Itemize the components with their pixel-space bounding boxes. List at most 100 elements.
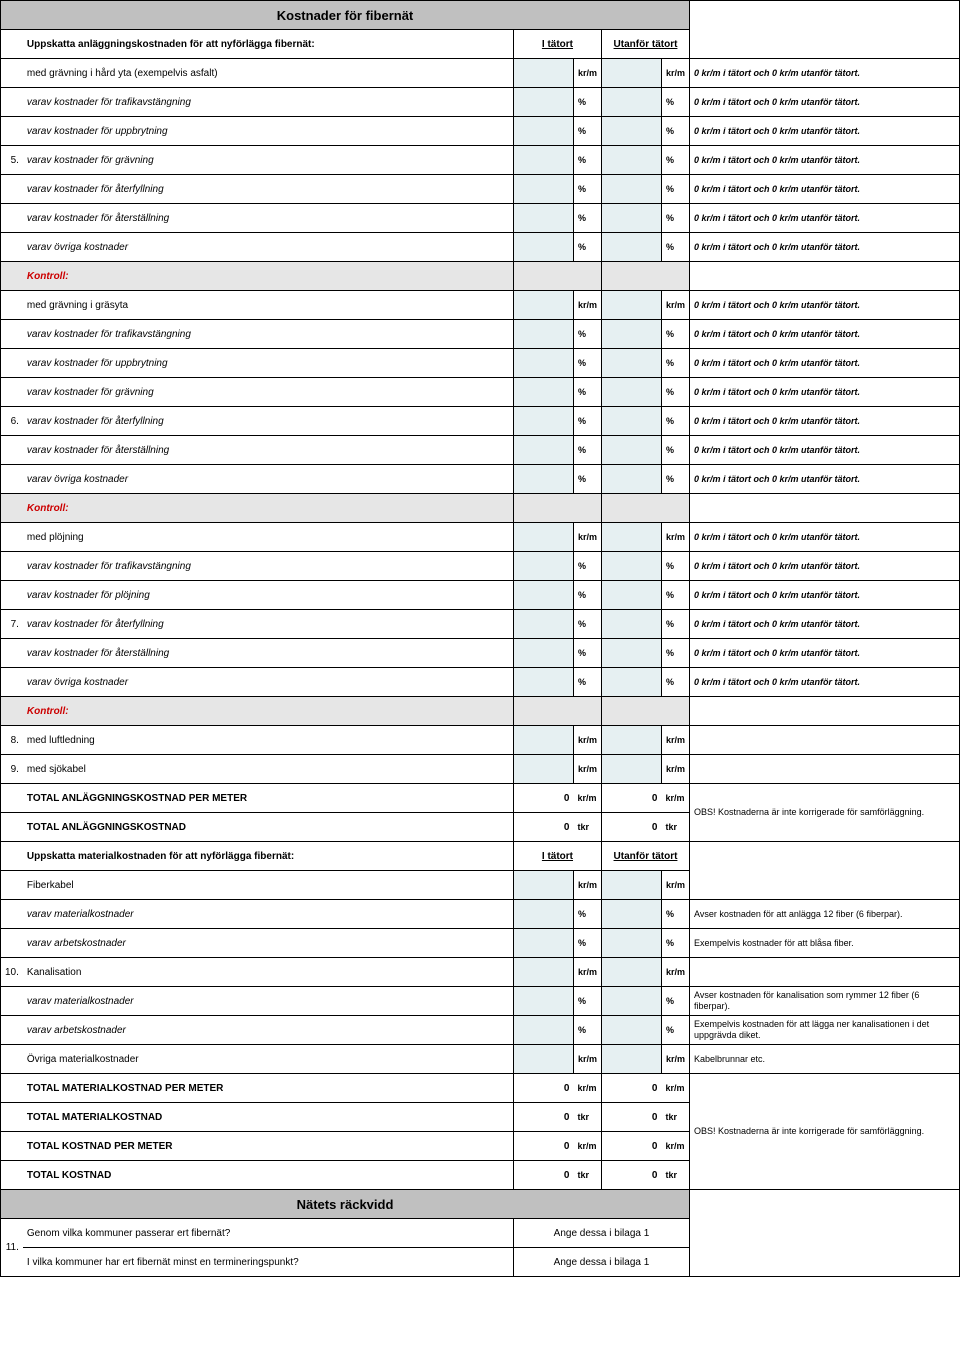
val-kost-pm-u: 0 (601, 1132, 661, 1161)
col-header-utanfor-2: Utanför tätort (601, 842, 689, 871)
label-kanalisation: Kanalisation (23, 958, 514, 987)
val-anlagg-t: 0 (513, 813, 573, 842)
input-uppb-5-u[interactable] (601, 117, 661, 146)
note-kabelbrunnar: Kabelbrunnar etc. (690, 1045, 960, 1074)
input-ovrmat-u[interactable] (601, 1045, 661, 1074)
val-mat-t: 0 (513, 1103, 573, 1132)
input-aters-6-u[interactable] (601, 436, 661, 465)
input-aterf-7-u[interactable] (601, 610, 661, 639)
label-gravning-5: varav kostnader för grävning (23, 146, 514, 175)
input-aters-5-u[interactable] (601, 204, 661, 233)
input-luft-t[interactable] (513, 726, 573, 755)
total-material: TOTAL MATERIALKOSTNAD (23, 1103, 514, 1132)
input-trafik-6-u[interactable] (601, 320, 661, 349)
input-grav-5-t[interactable] (513, 146, 573, 175)
input-kanarb-t[interactable] (513, 1016, 573, 1045)
input-ovr-5-t[interactable] (513, 233, 573, 262)
input-trafik-7-t[interactable] (513, 552, 573, 581)
input-gras-u[interactable] (601, 291, 661, 320)
input-aters-7-t[interactable] (513, 639, 573, 668)
input-ploj-t[interactable] (513, 523, 573, 552)
input-sjo-t[interactable] (513, 755, 573, 784)
val-kost-u: 0 (601, 1161, 661, 1190)
col-header-tatort: I tätort (513, 30, 601, 59)
label-ovriga-5: varav övriga kostnader (23, 233, 514, 262)
input-kanarb-u[interactable] (601, 1016, 661, 1045)
input-uppb-6-u[interactable] (601, 349, 661, 378)
input-ovr-6-u[interactable] (601, 465, 661, 494)
val-kost-t: 0 (513, 1161, 573, 1190)
note-lagga: Exempelvis kostnaden för att lägga ner k… (690, 1016, 960, 1045)
rackvidd-q2: I vilka kommuner har ert fibernät minst … (23, 1248, 514, 1277)
input-ovr-7-t[interactable] (513, 668, 573, 697)
note-blasa: Exempelvis kostnader för att blåsa fiber… (690, 929, 960, 958)
section-header-kostnader: Kostnader för fibernät (1, 1, 690, 30)
input-grav-5-u[interactable] (601, 146, 661, 175)
input-trafik-5-u[interactable] (601, 88, 661, 117)
input-ovr-6-t[interactable] (513, 465, 573, 494)
input-fkarb-u[interactable] (601, 929, 661, 958)
input-aters-7-u[interactable] (601, 639, 661, 668)
label-uppbrytning-6: varav kostnader för uppbrytning (23, 349, 514, 378)
input-sjo-u[interactable] (601, 755, 661, 784)
input-aterf-5-u[interactable] (601, 175, 661, 204)
label-luftledning: med luftledning (23, 726, 514, 755)
note-obs-2: OBS! Kostnaderna är inte korrigerade för… (690, 1074, 960, 1190)
input-fkmat-u[interactable] (601, 900, 661, 929)
col-header-utanfor: Utanför tätort (601, 30, 689, 59)
label-aterfyll-5: varav kostnader för återfyllning (23, 175, 514, 204)
label-plojning: med plöjning (23, 523, 514, 552)
input-aterf-7-t[interactable] (513, 610, 573, 639)
col-header-tatort-2: I tätort (513, 842, 601, 871)
input-uppb-5-t[interactable] (513, 117, 573, 146)
input-grav-6-u[interactable] (601, 378, 661, 407)
input-vploj-7-u[interactable] (601, 581, 661, 610)
label-trafik-5: varav kostnader för trafikavstängning (23, 88, 514, 117)
header-spacer (690, 1, 960, 30)
rownum-8: 8. (1, 726, 23, 755)
input-hardyta-utanfor[interactable] (601, 59, 661, 88)
input-vploj-7-t[interactable] (513, 581, 573, 610)
input-fk-u[interactable] (601, 871, 661, 900)
input-fkarb-t[interactable] (513, 929, 573, 958)
input-kan-t[interactable] (513, 958, 573, 987)
input-aterf-5-t[interactable] (513, 175, 573, 204)
val-anlagg-pm-t: 0 (513, 784, 573, 813)
val-anlagg-pm-u: 0 (601, 784, 661, 813)
input-fk-t[interactable] (513, 871, 573, 900)
input-kanmat-t[interactable] (513, 987, 573, 1016)
input-aterf-6-u[interactable] (601, 407, 661, 436)
input-luft-u[interactable] (601, 726, 661, 755)
label-varavmat-kan: varav materialkostnader (23, 987, 514, 1016)
input-trafik-5-t[interactable] (513, 88, 573, 117)
input-trafik-6-t[interactable] (513, 320, 573, 349)
input-kanmat-u[interactable] (601, 987, 661, 1016)
label-sjokabel: med sjökabel (23, 755, 514, 784)
input-aters-5-t[interactable] (513, 204, 573, 233)
label-aterfyll-7: varav kostnader för återfyllning (23, 610, 514, 639)
input-ovrmat-t[interactable] (513, 1045, 573, 1074)
input-hardyta-tatort[interactable] (513, 59, 573, 88)
input-gras-t[interactable] (513, 291, 573, 320)
label-fiberkabel: Fiberkabel (23, 871, 514, 900)
total-anlagg: TOTAL ANLÄGGNINGSKOSTNAD (23, 813, 514, 842)
note-kanal12: Avser kostnaden för kanalisation som rym… (690, 987, 960, 1016)
rownum-10: 10. (1, 958, 23, 987)
input-fkmat-t[interactable] (513, 900, 573, 929)
total-kostnad: TOTAL KOSTNAD (23, 1161, 514, 1190)
input-kan-u[interactable] (601, 958, 661, 987)
label-varavarb-fk: varav arbetskostnader (23, 929, 514, 958)
note-obs-1: OBS! Kostnaderna är inte korrigerade för… (690, 784, 960, 842)
input-grav-6-t[interactable] (513, 378, 573, 407)
input-aterf-6-t[interactable] (513, 407, 573, 436)
input-aters-6-t[interactable] (513, 436, 573, 465)
label-trafik-6: varav kostnader för trafikavstängning (23, 320, 514, 349)
input-ovr-5-u[interactable] (601, 233, 661, 262)
input-ovr-7-u[interactable] (601, 668, 661, 697)
kontroll-6: Kontroll: (23, 494, 514, 523)
input-ploj-u[interactable] (601, 523, 661, 552)
rackvidd-q1: Genom vilka kommuner passerar ert fibern… (23, 1219, 514, 1248)
input-uppb-6-t[interactable] (513, 349, 573, 378)
input-trafik-7-u[interactable] (601, 552, 661, 581)
section-header-rackvidd: Nätets räckvidd (1, 1190, 690, 1219)
